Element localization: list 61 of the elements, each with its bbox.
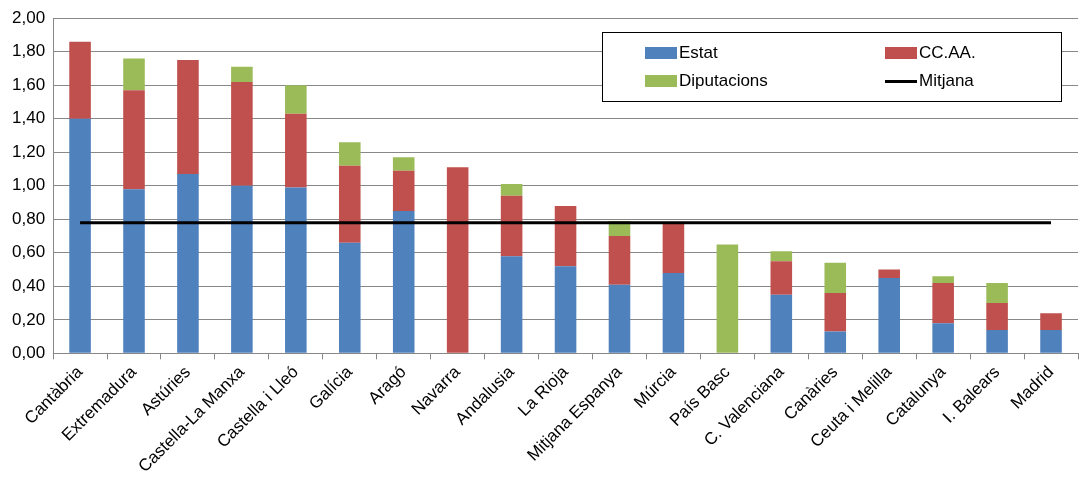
y-tick-label: 1,80 [11, 41, 46, 61]
bar [123, 90, 145, 190]
bar [446, 167, 469, 353]
bar [392, 210, 415, 353]
bar [878, 277, 900, 353]
bar [608, 236, 631, 285]
bar [824, 293, 847, 332]
bar [500, 195, 523, 257]
legend-label: Diputacions [679, 71, 768, 91]
bar [986, 282, 1008, 304]
bar [500, 184, 523, 196]
bar [338, 142, 361, 166]
bar [986, 303, 1008, 330]
bar [123, 189, 145, 353]
y-tick-label: 0,60 [11, 242, 46, 262]
bar [177, 174, 199, 353]
bar [338, 165, 361, 243]
bar [824, 262, 847, 294]
y-tick-label: 1,40 [11, 108, 46, 128]
y-tick-label: 2,00 [11, 7, 46, 27]
bar [608, 284, 631, 353]
bar [1040, 329, 1062, 353]
bar [123, 58, 145, 91]
bar [231, 185, 253, 353]
y-tick-label: 0,20 [11, 309, 46, 329]
y-tick-label: 1,20 [11, 141, 46, 161]
bar [338, 242, 361, 353]
y-tick-label: 0,00 [11, 343, 46, 363]
bar [554, 266, 577, 353]
bar [932, 323, 954, 353]
legend-label: Estat [679, 43, 718, 63]
bar [285, 187, 307, 353]
bar [285, 85, 307, 114]
bar [500, 256, 523, 353]
bar [69, 41, 91, 119]
bar [69, 118, 91, 353]
legend-label: CC.AA. [919, 43, 976, 63]
legend-label: Mitjana [919, 71, 974, 91]
y-tick-label: 1,60 [11, 74, 46, 94]
bar [554, 205, 577, 267]
bar [770, 294, 793, 353]
bar [716, 244, 739, 353]
bar [662, 272, 685, 353]
bar [285, 113, 307, 188]
bar [770, 251, 793, 262]
bar [662, 222, 685, 273]
bar [392, 157, 415, 171]
bar [824, 331, 847, 353]
y-tick-label: 0,80 [11, 208, 46, 228]
bar [932, 276, 954, 283]
y-tick-label: 0,40 [11, 276, 46, 296]
bar [231, 81, 253, 186]
bar [932, 282, 954, 324]
bar [177, 60, 199, 175]
y-tick-label: 1,00 [11, 175, 46, 195]
bar [231, 66, 253, 82]
bar [1040, 313, 1062, 330]
bar [986, 329, 1008, 353]
bar [392, 170, 415, 211]
bar [878, 269, 900, 278]
bar [770, 261, 793, 295]
